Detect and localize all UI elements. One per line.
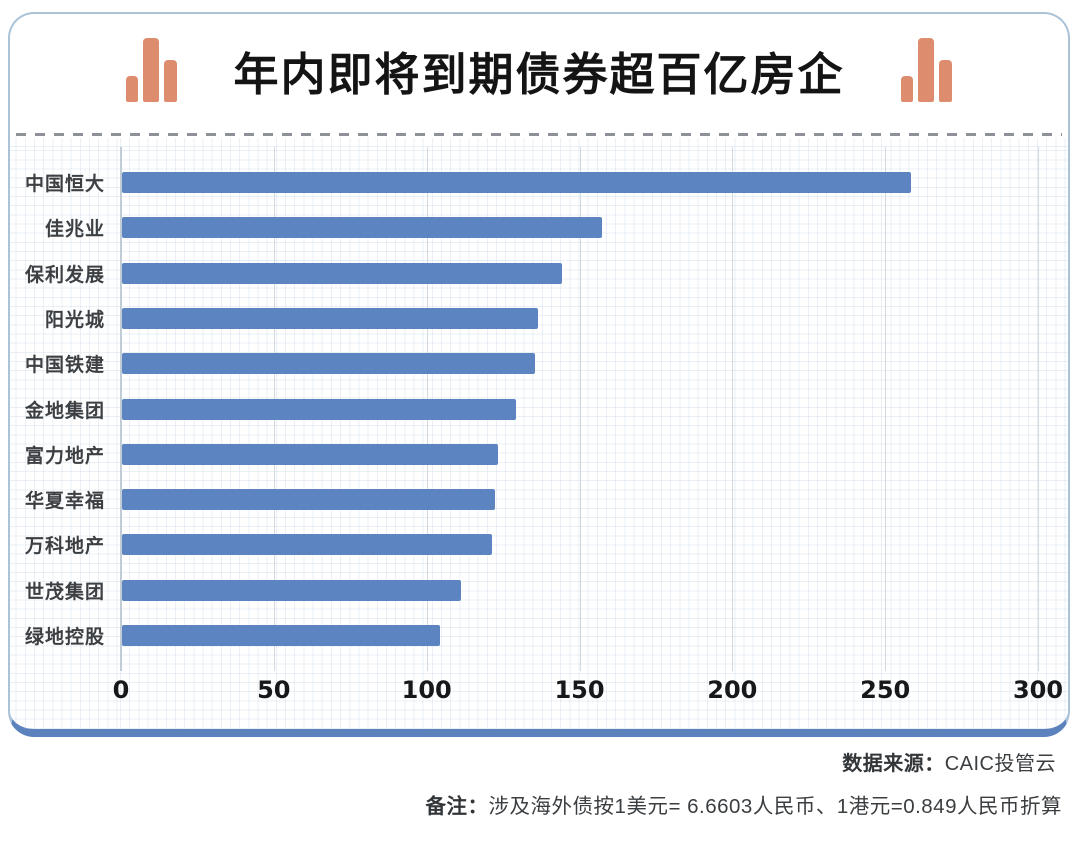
x-tick-label: 250	[860, 676, 911, 704]
icon-bar	[126, 76, 139, 102]
chart-plot-area: 0 50 100 150 200 250 300 中国恒大佳兆业保利发展阳光城中国铁建金地集团…	[10, 138, 1068, 729]
y-axis-line	[120, 147, 122, 671]
bar-row: 富力地产	[10, 432, 1068, 477]
bar-row: 世茂集团	[10, 568, 1068, 613]
bar	[122, 353, 535, 375]
category-label: 富力地产	[24, 445, 105, 467]
bar-chart-icon	[126, 38, 178, 102]
data-source: 数据来源：CAIC投管云	[842, 747, 1056, 776]
x-tick-label: 300	[1012, 676, 1064, 704]
bar	[122, 625, 440, 647]
bar	[122, 489, 495, 511]
category-label: 万科地产	[24, 536, 105, 558]
chart-card: 年内即将到期债券超百亿房企 0 50 100 150 200 250 300 中国恒大佳兆业保…	[8, 12, 1070, 737]
bar	[122, 172, 911, 194]
bar-row: 万科地产	[10, 522, 1068, 567]
data-source-label: 数据来源：	[842, 753, 945, 775]
bar-row: 中国恒大	[10, 160, 1068, 205]
bar	[122, 262, 563, 284]
bar	[122, 579, 462, 601]
category-label: 阳光城	[44, 309, 105, 331]
icon-bar	[938, 60, 952, 102]
bar-row: 绿地控股	[10, 613, 1068, 658]
bar-row: 中国铁建	[10, 341, 1068, 386]
category-label: 绿地控股	[24, 627, 105, 649]
category-label: 中国恒大	[24, 174, 105, 196]
x-tick-label: 0	[112, 676, 130, 704]
icon-bar	[143, 38, 160, 102]
footnote: 备注：涉及海外债按1美元= 6.6603人民币、1港元=0.849人民币折算	[426, 789, 1062, 819]
gridline-200	[732, 147, 734, 671]
bar	[122, 398, 517, 420]
bar-chart-icon	[900, 38, 952, 102]
bar	[122, 443, 498, 465]
bar-row: 金地集团	[10, 386, 1068, 431]
footnote-value: 涉及海外债按1美元= 6.6603人民币、1港元=0.849人民币折算	[488, 795, 1062, 818]
bar	[122, 534, 492, 556]
icon-bar	[917, 38, 934, 102]
chart-header: 年内即将到期债券超百亿房企	[10, 30, 1068, 110]
data-source-value: CAIC投管云	[944, 753, 1056, 775]
bar-row: 阳光城	[10, 296, 1068, 341]
gridline-150	[579, 147, 581, 671]
category-label: 金地集团	[24, 400, 105, 422]
footnote-label: 备注：	[425, 795, 489, 818]
x-tick-label: 200	[707, 676, 758, 704]
category-label: 世茂集团	[24, 581, 105, 603]
gridline-250	[885, 147, 887, 671]
x-tick-label: 100	[401, 676, 452, 704]
bar-row: 保利发展	[10, 251, 1068, 296]
icon-bar	[164, 60, 178, 102]
category-label: 保利发展	[24, 264, 105, 286]
category-label: 华夏幸福	[24, 491, 105, 513]
bar-row: 华夏幸福	[10, 477, 1068, 522]
chart-title: 年内即将到期债券超百亿房企	[233, 48, 845, 100]
bar	[122, 307, 538, 329]
category-label: 佳兆业	[44, 219, 105, 241]
x-tick-label: 50	[257, 676, 291, 704]
dashed-separator	[16, 133, 1062, 136]
icon-bar	[900, 76, 913, 102]
bar	[122, 217, 602, 239]
category-label: 中国铁建	[24, 355, 105, 377]
gridline-300	[1038, 147, 1039, 671]
x-tick-label: 150	[554, 676, 605, 704]
bar-row: 佳兆业	[10, 205, 1068, 250]
